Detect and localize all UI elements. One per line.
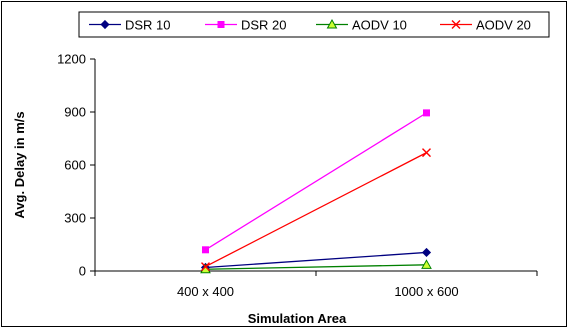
legend-label: DSR 20 <box>241 18 287 33</box>
x-axis: 400 x 400 1000 x 600 <box>94 270 538 299</box>
legend-item: DSR 10 <box>89 18 171 33</box>
y-axis: 0 300 600 900 1200 <box>57 52 96 279</box>
x-tick-label: 1000 x 600 <box>394 284 458 299</box>
y-tick-label: 900 <box>64 105 86 120</box>
square-marker <box>423 109 430 117</box>
x-tick-label: 400 x 400 <box>177 284 234 299</box>
y-tick-label: 300 <box>64 211 86 226</box>
legend-label: AODV 10 <box>352 18 407 33</box>
legend-item: AODV 20 <box>440 18 531 33</box>
series-aodv-20 <box>201 148 431 272</box>
legend-item: DSR 20 <box>205 18 287 33</box>
x-axis-title: Simulation Area <box>248 311 347 326</box>
triangle-marker <box>326 18 338 29</box>
square-marker <box>217 21 225 28</box>
y-tick-label: 0 <box>79 264 86 279</box>
series-line <box>205 112 427 251</box>
x-marker-stroke <box>201 262 210 272</box>
x-marker-stroke <box>451 20 461 29</box>
series-line <box>205 251 427 269</box>
x-marker-stroke <box>422 148 431 158</box>
diamond-marker <box>421 247 432 258</box>
legend-label: DSR 10 <box>125 18 171 33</box>
legend-item: AODV 10 <box>316 18 407 33</box>
legend: DSR 10 DSR 20 AODV 10 AODV 20 <box>78 11 550 38</box>
diamond-marker <box>100 19 110 30</box>
series-dsr-20 <box>202 109 430 254</box>
y-tick-label: 600 <box>64 158 86 173</box>
legend-label: AODV 20 <box>476 18 531 33</box>
series-line <box>205 152 427 268</box>
y-axis-title: Avg. Delay in m/s <box>12 111 27 218</box>
series-layer <box>200 109 432 274</box>
series-line <box>205 264 427 270</box>
square-marker <box>202 246 209 254</box>
y-tick-label: 1200 <box>57 52 86 67</box>
triangle-marker <box>421 259 432 269</box>
